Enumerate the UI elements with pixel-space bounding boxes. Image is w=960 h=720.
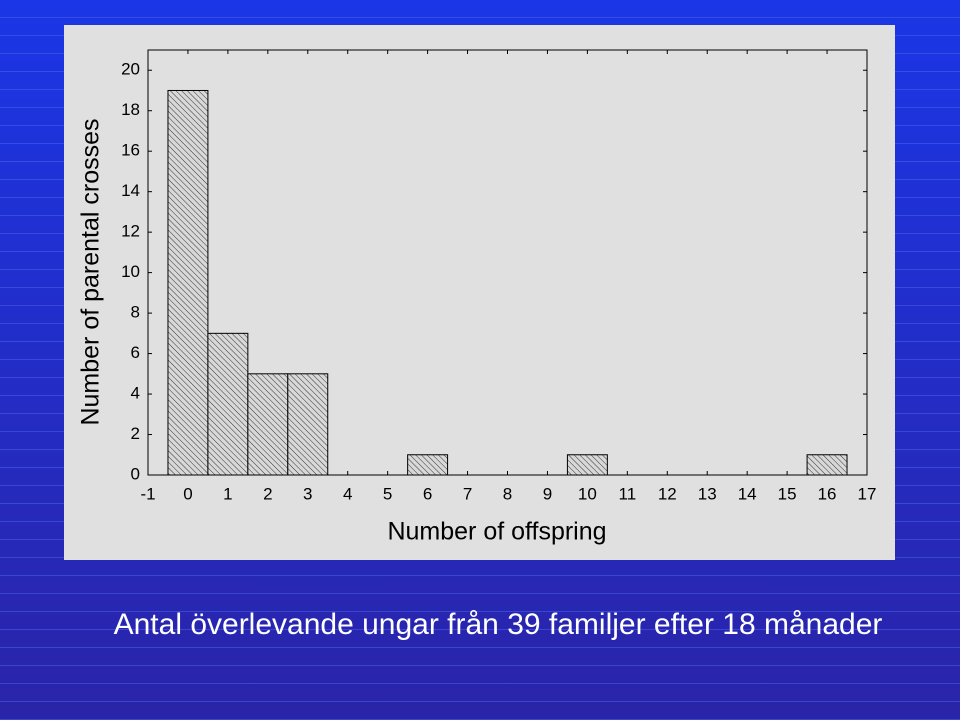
x-tick-label: 9 — [543, 484, 552, 503]
bar — [407, 454, 449, 476]
bar — [207, 332, 249, 476]
x-tick-label: 15 — [778, 484, 797, 503]
y-tick-label: 6 — [131, 343, 140, 362]
x-tick-label: 3 — [303, 484, 312, 503]
bar — [566, 454, 608, 476]
y-tick-label: 12 — [121, 222, 140, 241]
x-tick-label: 7 — [463, 484, 472, 503]
x-axis-label: Number of offspring — [387, 518, 606, 546]
y-tick-label: 18 — [121, 100, 140, 119]
y-tick-label: 4 — [131, 384, 140, 403]
y-tick-label: 8 — [131, 303, 140, 322]
y-tick-label: 0 — [131, 464, 140, 483]
y-tick-label: 16 — [121, 141, 140, 160]
bar — [247, 373, 289, 476]
x-tick-label: 6 — [423, 484, 432, 503]
x-tick-label: 13 — [698, 484, 717, 503]
x-tick-label: 17 — [858, 484, 877, 503]
x-tick-label: 11 — [619, 484, 637, 503]
y-tick-label: 2 — [131, 424, 140, 443]
x-tick-label: -1 — [140, 484, 155, 503]
x-tick-label: 16 — [818, 484, 837, 503]
x-tick-label: 8 — [503, 484, 512, 503]
bar — [167, 89, 209, 476]
x-tick-label: 12 — [658, 484, 677, 503]
x-tick-label: 14 — [738, 484, 757, 503]
x-tick-label: 10 — [578, 484, 597, 503]
x-tick-label: 1 — [223, 484, 232, 503]
x-tick-label: 2 — [263, 484, 272, 503]
y-tick-label: 14 — [121, 181, 140, 200]
x-tick-label: 4 — [343, 484, 352, 503]
caption: Antal överlevande ungar från 39 familjer… — [114, 608, 883, 641]
bar — [806, 454, 848, 476]
y-tick-label: 20 — [121, 60, 140, 79]
y-axis-label: Number of parental crosses — [77, 118, 105, 425]
x-tick-label: 0 — [183, 484, 192, 503]
x-tick-label: 5 — [383, 484, 392, 503]
bar — [287, 373, 329, 476]
y-tick-label: 10 — [121, 262, 140, 281]
